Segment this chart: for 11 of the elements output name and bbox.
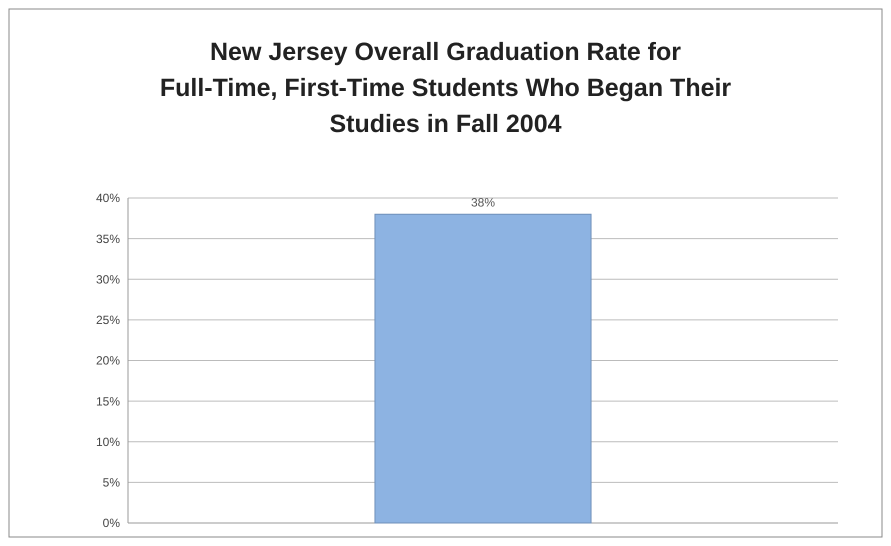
y-tick-label: 25% [96, 313, 120, 328]
y-tick-label: 30% [96, 272, 120, 286]
y-tick-label: 40% [96, 191, 120, 206]
y-tick-label: 10% [96, 434, 120, 449]
y-tick-label: 35% [96, 232, 120, 246]
data-label: 38% [470, 195, 496, 210]
y-tick-label: 0% [102, 516, 120, 530]
y-tick-label: 20% [96, 354, 120, 368]
chart-title: New Jersey Overall Graduation Rate for Full-Time, First-Time Students Who Began Their Studies in Fall 2004 [160, 38, 732, 138]
y-tick-label: 15% [96, 394, 120, 408]
y-tick-label: 5% [102, 476, 120, 490]
